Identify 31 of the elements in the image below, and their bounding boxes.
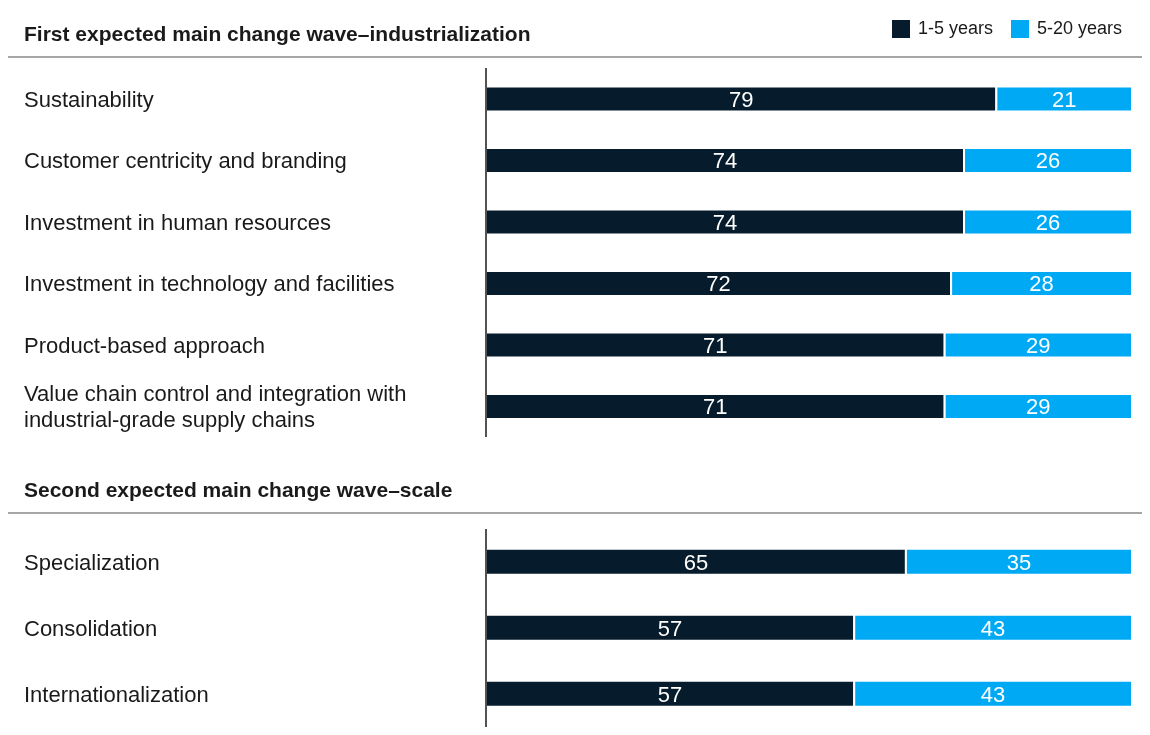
data-label: 71 — [703, 394, 728, 420]
y-tick-label: Customer centricity and branding — [24, 147, 347, 173]
legend-label: 5-20 years — [1035, 18, 1122, 39]
text: First expected main change wave–industrialization — [24, 22, 531, 46]
data-label: 26 — [1035, 148, 1061, 174]
y-tick-label: Product-based approach — [24, 332, 265, 358]
y-tick-label: Investment in technology and facilities — [24, 270, 395, 296]
y-tick-label: Internationalization — [24, 681, 209, 707]
data-label: 43 — [980, 681, 1006, 707]
data-label: 57 — [657, 615, 683, 641]
data-label: 71 — [703, 332, 728, 358]
y-tick-label: Sustainability — [24, 86, 154, 112]
data-label: 79 — [728, 86, 754, 112]
data-label: 28 — [1029, 271, 1054, 297]
y-tick-label: Value chain control and integration with industrial-grade supply chains — [24, 380, 407, 432]
data-label: 26 — [1035, 209, 1061, 235]
text: Second expected main change wave–scale — [24, 478, 453, 502]
data-label: 43 — [980, 615, 1006, 641]
y-tick-label: Specialization — [24, 549, 160, 575]
data-label: 29 — [1026, 394, 1051, 420]
data-label: 72 — [706, 271, 731, 297]
data-label: 57 — [657, 681, 683, 707]
data-label: 74 — [712, 148, 738, 174]
legend-label: 1-5 years — [916, 18, 993, 39]
y-tick-label: Consolidation — [24, 615, 158, 641]
data-label: 35 — [1006, 549, 1032, 575]
data-label: 21 — [1051, 86, 1077, 112]
data-label: 65 — [683, 549, 709, 575]
data-label: 29 — [1026, 332, 1051, 358]
data-label: 74 — [712, 209, 738, 235]
y-tick-label: Investment in human resources — [24, 209, 331, 235]
